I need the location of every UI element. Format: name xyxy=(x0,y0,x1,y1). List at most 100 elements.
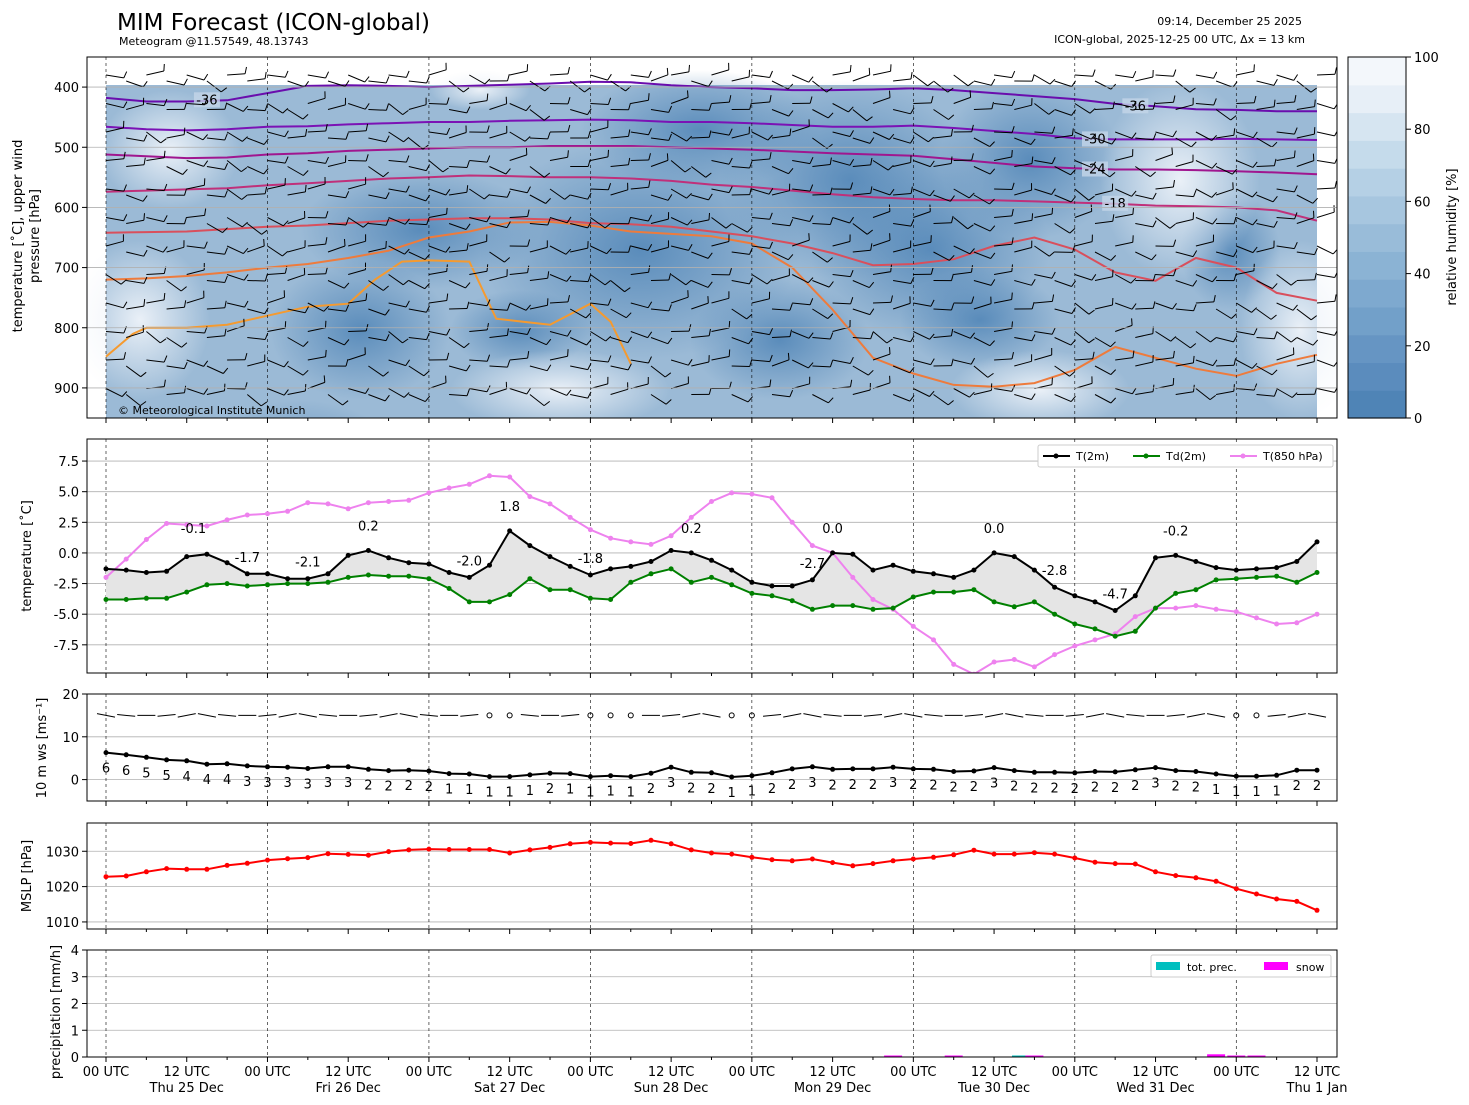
upper-barb-flag xyxy=(284,156,289,164)
upper-barb xyxy=(872,97,891,104)
series-point-T(2m) xyxy=(1092,599,1098,605)
upper-barb xyxy=(630,302,649,309)
upper-barb xyxy=(731,308,747,320)
upper-barb xyxy=(893,223,912,227)
upper-barb-flag xyxy=(1192,280,1198,287)
upper-barb xyxy=(428,160,444,173)
upper-barb xyxy=(469,74,486,85)
day-label: Sun 28 Dec xyxy=(634,1081,709,1096)
upper-barb-flag xyxy=(525,104,531,112)
calm-wind-circle xyxy=(607,712,614,719)
upper-barb-flag xyxy=(305,129,308,137)
upper-barb xyxy=(1296,133,1315,139)
upper-barb-flag xyxy=(809,298,814,305)
upper-barb-flag xyxy=(567,150,569,158)
upper-barb xyxy=(287,274,305,281)
upper-barb xyxy=(1074,241,1093,247)
upper-barb xyxy=(1236,70,1255,76)
upper-barb-flag xyxy=(789,128,792,136)
upper-barb xyxy=(1155,331,1171,342)
calm-wind-circle xyxy=(728,712,735,719)
upper-barb xyxy=(1014,189,1032,196)
upper-barb xyxy=(125,394,141,406)
upper-barb-flag xyxy=(1130,277,1137,284)
upper-barb xyxy=(670,296,689,304)
upper-barb xyxy=(226,160,242,172)
surface-wind-barb xyxy=(1005,713,1024,718)
upper-barb-flag xyxy=(809,156,814,164)
upper-barb xyxy=(650,394,667,405)
precip-bar-snow xyxy=(1227,1055,1246,1057)
upper-barb xyxy=(1195,388,1211,400)
series-point-T(850 hPa) xyxy=(931,637,936,643)
upper-barb-flag xyxy=(850,379,853,387)
upper-barb xyxy=(590,359,609,363)
series-point-T(850 hPa) xyxy=(1092,637,1098,643)
wind-speed-point xyxy=(870,766,876,772)
upper-barb-flag xyxy=(648,265,651,273)
surface-wind-barb xyxy=(783,713,802,718)
upper-barb-flag xyxy=(930,299,935,307)
upper-barb-flag xyxy=(647,331,653,338)
upper-barb-flag xyxy=(264,71,267,79)
precip-tick-label: 0 xyxy=(71,1051,79,1066)
surface-wind-barb xyxy=(984,713,1004,718)
wind-speed-label: 2 xyxy=(1131,779,1139,794)
upper-barb xyxy=(126,331,144,338)
upper-barb xyxy=(973,137,990,148)
upper-barb xyxy=(368,394,386,402)
mslp-point xyxy=(850,863,856,869)
upper-barb-flag xyxy=(163,355,168,363)
upper-barb-flag xyxy=(1212,276,1218,283)
upper-barb xyxy=(670,359,689,366)
upper-barb xyxy=(247,109,266,112)
wind-speed-label: 1 xyxy=(1232,785,1240,800)
series-point-T(2m) xyxy=(487,562,492,568)
upper-barb xyxy=(1155,186,1174,190)
upper-barb xyxy=(428,300,447,304)
upper-barb xyxy=(247,337,266,340)
upper-barb-flag xyxy=(143,276,148,284)
upper-ylabel-line1: temperature [˚C], upper wind xyxy=(10,140,26,333)
wind-speed-label: 3 xyxy=(808,776,816,791)
upper-barb xyxy=(852,137,871,144)
upper-barb-flag xyxy=(968,192,975,199)
upper-barb xyxy=(469,240,487,247)
upper-barb xyxy=(105,74,124,79)
upper-barb xyxy=(711,327,730,332)
upper-barb-flag xyxy=(789,329,792,337)
upper-barb xyxy=(166,280,182,292)
upper-barb-flag xyxy=(506,221,511,228)
mslp-point xyxy=(608,840,614,846)
wind-speed-label: 2 xyxy=(1050,781,1058,796)
upper-barb xyxy=(1195,160,1213,169)
mslp-point xyxy=(1112,861,1118,867)
upper-barb-flag xyxy=(1251,307,1258,313)
upper-barb xyxy=(792,125,810,133)
upper-barb-flag xyxy=(546,364,552,371)
upper-barb-flag xyxy=(867,369,874,376)
upper-barb xyxy=(549,188,565,200)
upper-barb-flag xyxy=(345,359,349,367)
upper-barb xyxy=(287,390,306,395)
upper-barb-flag xyxy=(708,193,713,201)
upper-barb xyxy=(1236,102,1255,104)
upper-barb-flag xyxy=(1271,141,1278,148)
colorbar-tick-label: 40 xyxy=(1414,268,1431,283)
upper-barb xyxy=(1175,161,1194,167)
upper-barb-flag xyxy=(584,87,591,93)
upper-barb xyxy=(428,188,447,196)
wind-speed-label: 2 xyxy=(1313,779,1321,794)
upper-barb-flag xyxy=(1253,64,1255,72)
upper-barb-flag xyxy=(424,283,430,290)
upper-barb xyxy=(408,394,426,403)
upper-barb-flag xyxy=(1332,248,1337,255)
upper-barb-flag xyxy=(183,127,186,135)
upper-barb xyxy=(348,388,366,394)
series-point-T(2m) xyxy=(648,559,654,564)
upper-barb-flag xyxy=(123,352,126,360)
upper-barb-flag xyxy=(242,136,248,142)
upper-barb-flag xyxy=(1011,126,1015,133)
upper-barb xyxy=(186,214,205,218)
